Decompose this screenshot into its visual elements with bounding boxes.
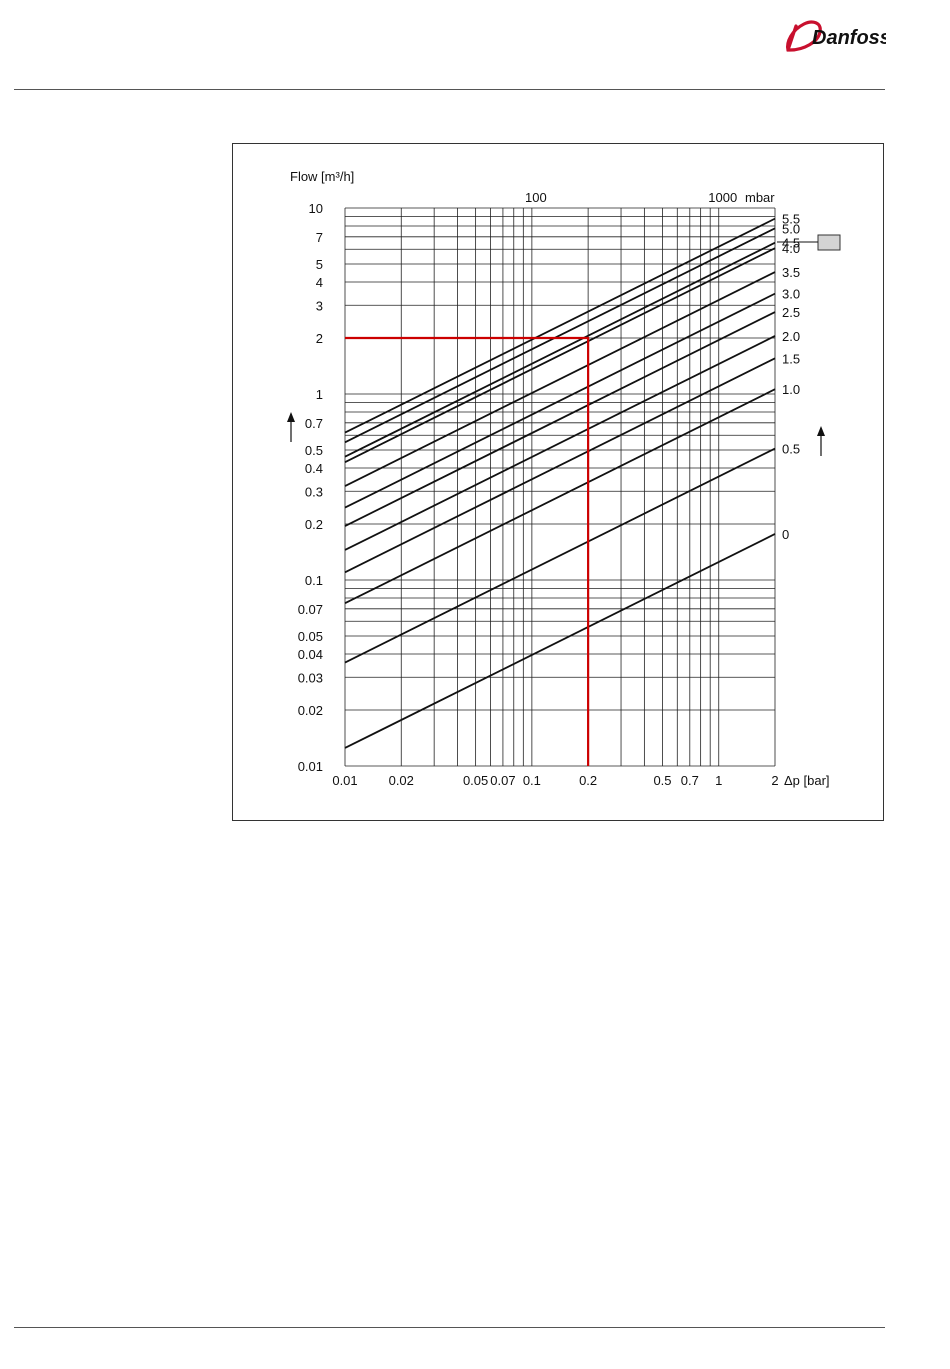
y-tick-label: 1	[316, 387, 323, 402]
x-tick-label: 0.07	[490, 773, 515, 788]
series-line	[344, 247, 776, 463]
y-tick-label: 0.02	[298, 703, 323, 718]
y-tick-label: 0.03	[298, 670, 323, 685]
series-label: 4.5	[782, 236, 800, 251]
series-label: 2.5	[782, 305, 800, 320]
y-tick-label: 0.3	[305, 484, 323, 499]
series-line	[344, 227, 776, 444]
y-tick-label: 0.01	[298, 759, 323, 774]
footer-divider	[14, 1327, 885, 1328]
series-label: 5.0	[782, 221, 800, 236]
decorations	[287, 234, 841, 456]
right-arrow-head	[817, 426, 825, 436]
series-line	[344, 241, 776, 458]
top-tick-label: 1000	[708, 190, 737, 205]
series-label: 0.5	[782, 442, 800, 457]
y-tick-label: 0.4	[305, 461, 323, 476]
series-line	[344, 335, 776, 551]
series-label: 1.0	[782, 382, 800, 397]
x-tick-label: 0.2	[579, 773, 597, 788]
series-line	[344, 271, 776, 487]
y-tick-label: 3	[316, 298, 323, 313]
flow-chart: 107543210.70.50.40.30.20.10.070.050.040.…	[287, 169, 841, 788]
header-divider	[14, 89, 885, 90]
series-label: 3.0	[782, 287, 800, 302]
danfoss-logo: Danfoss	[786, 20, 886, 52]
series-label: 3.5	[782, 265, 800, 280]
y-tick-label: 10	[309, 201, 323, 216]
series-label: 1.5	[782, 351, 800, 366]
series-line	[344, 292, 776, 509]
top-tick-label: 100	[525, 190, 547, 205]
y-tick-label: 2	[316, 331, 323, 346]
series-line	[344, 357, 776, 574]
series-line	[344, 388, 776, 605]
grid	[344, 207, 776, 767]
axis-labels: 107543210.70.50.40.30.20.10.070.050.040.…	[298, 190, 800, 788]
logo-wordmark: Danfoss	[812, 27, 886, 49]
example-reading	[345, 336, 590, 766]
x-tick-label: 0.01	[332, 773, 357, 788]
x-tick-label: 0.02	[389, 773, 414, 788]
chart-frame: 10 7 5 4 3 2 1 0.7 0.5 0.4 0.3 0.2 0.1 0.07 0.05 0.04 0.…	[232, 143, 884, 821]
y-tick-label: 7	[316, 230, 323, 245]
example-line	[345, 336, 590, 766]
series-label: 0	[782, 527, 789, 542]
series-label: 2.0	[782, 329, 800, 344]
series-label: 5.5	[782, 212, 800, 227]
top-axis-unit: mbar	[745, 190, 775, 205]
y-tick-label: 0.07	[298, 602, 323, 617]
series-line	[344, 311, 776, 527]
y-tick-label: 0.7	[305, 416, 323, 431]
y-tick-label: 4	[316, 275, 323, 290]
x-tick-label: 0.1	[523, 773, 541, 788]
x-axis-label: Δp [bar]	[784, 773, 830, 788]
y-tick-label: 5	[316, 257, 323, 272]
x-tick-label: 0.5	[653, 773, 671, 788]
series-lines	[344, 217, 776, 749]
y-tick-label: 0.2	[305, 517, 323, 532]
series-line	[344, 533, 776, 749]
y-tick-label: 0.5	[305, 443, 323, 458]
y-tick-label: 0.05	[298, 629, 323, 644]
x-tick-label: 0.7	[681, 773, 699, 788]
x-tick-label: 2	[771, 773, 778, 788]
x-tick-label: 0.05	[463, 773, 488, 788]
y-axis-label: Flow [m³/h]	[290, 169, 354, 184]
left-arrow-head	[287, 412, 295, 422]
series-label: 4.0	[782, 241, 800, 256]
y-tick-label: 0.04	[298, 647, 323, 662]
setting-marker	[817, 234, 841, 251]
y-tick-label: 0.1	[305, 573, 323, 588]
series-line	[344, 217, 776, 434]
x-tick-label: 1	[715, 773, 722, 788]
series-line	[344, 447, 776, 664]
